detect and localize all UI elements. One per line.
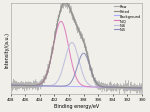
Legend: Raw, Fitted, Background, N-Q, N-6, N-5: Raw, Fitted, Background, N-Q, N-6, N-5 bbox=[113, 5, 142, 32]
X-axis label: Binding energy/eV: Binding energy/eV bbox=[54, 103, 99, 108]
Y-axis label: Intensity/(a.u.): Intensity/(a.u.) bbox=[4, 31, 9, 67]
